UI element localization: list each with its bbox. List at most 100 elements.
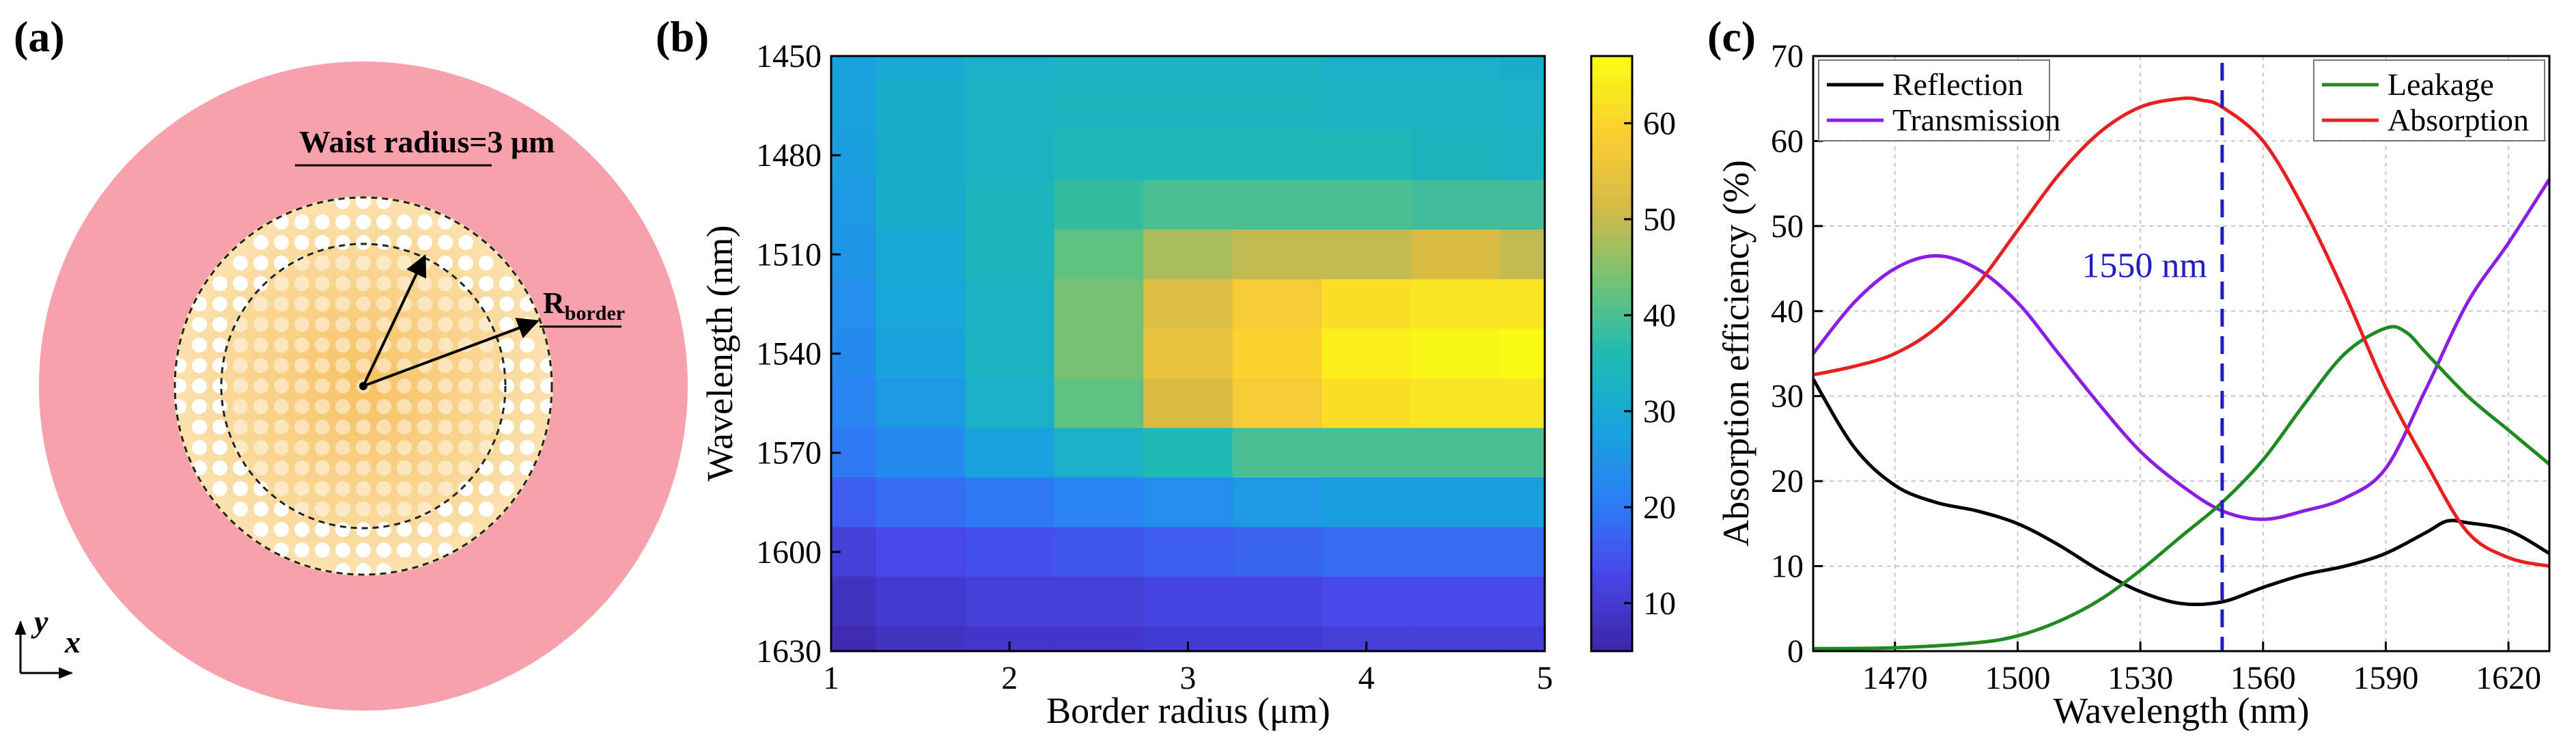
line-x-tick-label: 1530 xyxy=(2108,660,2173,696)
heatmap-cell xyxy=(1232,527,1323,577)
air-hole xyxy=(356,399,371,414)
air-hole xyxy=(212,338,227,353)
line-y-tick-label: 50 xyxy=(1771,208,1804,245)
heatmap-x-tick-label: 3 xyxy=(1180,660,1196,696)
air-hole xyxy=(274,502,289,517)
air-hole xyxy=(417,440,432,455)
air-hole xyxy=(315,522,330,537)
air-hole xyxy=(274,399,289,414)
heatmap-cell xyxy=(1232,81,1323,131)
air-hole xyxy=(356,543,371,558)
colorbar-segment xyxy=(1591,551,1632,560)
air-hole xyxy=(438,461,453,476)
air-hole xyxy=(274,481,289,496)
air-hole xyxy=(192,379,207,394)
heatmap-plot-area xyxy=(831,56,1545,652)
colorbar-segment xyxy=(1591,578,1632,586)
air-hole xyxy=(356,256,371,271)
colorbar-segment xyxy=(1591,327,1632,335)
air-hole xyxy=(376,276,391,291)
heatmap-cell xyxy=(1143,329,1233,379)
heatmap-cell xyxy=(1411,180,1501,230)
colorbar-segment xyxy=(1591,241,1632,249)
y-axis-letter: y xyxy=(31,604,48,639)
colorbar-segment xyxy=(1591,624,1632,632)
line-chart-grid xyxy=(1813,55,2549,652)
colorbar-segment xyxy=(1591,155,1632,163)
air-hole xyxy=(192,338,207,353)
colorbar-segment xyxy=(1591,433,1632,441)
colorbar-segment xyxy=(1591,519,1632,527)
waist-radius-label: Waist radius=3 μm xyxy=(299,124,555,159)
colorbar-segment xyxy=(1591,565,1632,573)
heatmap-cell xyxy=(876,56,966,81)
colorbar-segment xyxy=(1591,360,1632,368)
air-hole xyxy=(253,256,268,271)
heatmap-cell xyxy=(1054,81,1144,131)
series-line-absorption xyxy=(1812,96,2550,568)
air-hole xyxy=(233,297,248,312)
air-hole xyxy=(499,440,514,455)
air-hole xyxy=(376,502,391,517)
colorbar-segment xyxy=(1591,605,1632,612)
colorbar-segment xyxy=(1591,558,1632,566)
air-hole xyxy=(315,317,330,332)
heatmap-cell xyxy=(1321,56,1412,81)
colorbar-tick-label: 10 xyxy=(1643,586,1676,622)
air-hole xyxy=(479,440,494,455)
heatmap-cell xyxy=(1232,428,1323,478)
legend-box-right xyxy=(2313,59,2545,141)
colorbar-segment xyxy=(1591,366,1632,374)
air-hole xyxy=(212,358,227,373)
air-hole xyxy=(397,461,412,476)
legend-label: Leakage xyxy=(2388,67,2494,102)
heatmap-y-tick-label: 1480 xyxy=(756,137,822,174)
air-hole xyxy=(458,420,473,435)
air-hole xyxy=(438,235,453,250)
legend-label: Transmission xyxy=(1892,102,2060,137)
heatmap-cell xyxy=(1054,230,1144,280)
air-hole xyxy=(294,379,309,394)
air-hole xyxy=(315,256,330,271)
heatmap-cell xyxy=(964,81,1055,131)
heatmap-cell xyxy=(964,577,1055,627)
air-hole xyxy=(499,379,514,394)
heatmap-cell xyxy=(1232,56,1323,81)
air-hole xyxy=(479,461,494,476)
colorbar-segment xyxy=(1591,585,1632,592)
legend-box-left xyxy=(1818,59,2050,141)
air-hole xyxy=(335,358,350,373)
colorbar-segment xyxy=(1591,261,1632,269)
colorbar-segment xyxy=(1591,69,1632,77)
air-hole xyxy=(458,379,473,394)
air-hole xyxy=(192,358,207,373)
air-hole xyxy=(253,461,268,476)
air-hole xyxy=(315,215,330,230)
rborder-label: Rborder xyxy=(543,286,625,325)
heatmap-axes: 1 2 3 4 5 1450 1480 1510 1540 1570 1600 1630 xyxy=(756,38,1553,696)
heatmap-cell xyxy=(1411,329,1501,379)
colorbar-segment xyxy=(1591,571,1632,579)
heatmap-cell xyxy=(1411,428,1501,478)
line-y-tick-label: 60 xyxy=(1771,123,1804,159)
heatmap-cell xyxy=(1321,527,1412,577)
waist-radius-arrow xyxy=(362,254,427,387)
air-hole xyxy=(294,481,309,496)
air-hole xyxy=(438,522,453,537)
air-hole xyxy=(520,420,535,435)
colorbar-segment xyxy=(1591,161,1632,169)
air-hole xyxy=(192,399,207,414)
air-hole xyxy=(253,522,268,537)
air-hole xyxy=(458,317,473,332)
colorbar-segment xyxy=(1591,466,1632,473)
air-hole xyxy=(397,276,412,291)
air-hole xyxy=(376,440,391,455)
colorbar-segment xyxy=(1591,267,1632,275)
heatmap-cell xyxy=(1054,626,1144,652)
air-hole xyxy=(356,338,371,353)
heatmap-cell xyxy=(1232,180,1323,230)
heatmap-cell xyxy=(1500,180,1545,230)
colorbar-tick-label: 30 xyxy=(1643,394,1676,430)
heatmap-cell xyxy=(1143,56,1233,81)
air-hole xyxy=(335,440,350,455)
